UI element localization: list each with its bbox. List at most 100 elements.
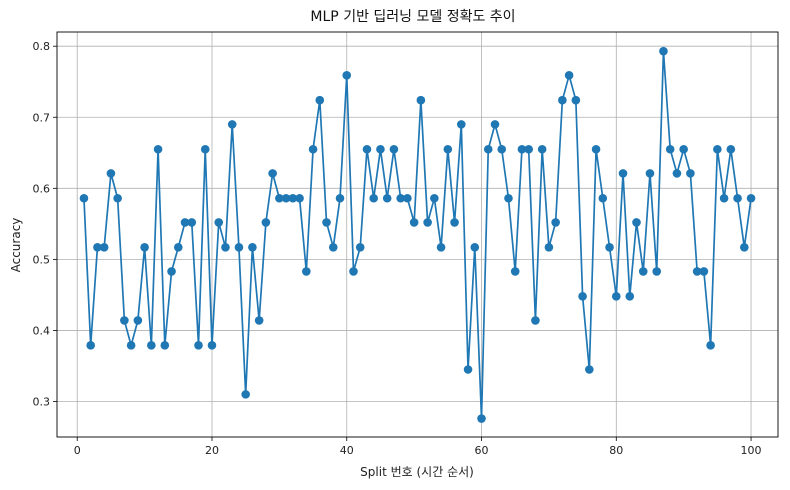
x-tick-label: 0 (74, 444, 81, 457)
data-point (308, 144, 318, 154)
data-point (504, 193, 513, 203)
data-point (281, 193, 291, 203)
data-point (672, 169, 682, 178)
data-point (396, 193, 405, 203)
data-point (564, 71, 574, 80)
data-point (234, 242, 244, 252)
data-point (611, 292, 621, 301)
x-tick-label: 100 (741, 444, 762, 457)
data-point (746, 193, 756, 203)
data-point (726, 144, 736, 154)
data-point (719, 193, 729, 203)
y-tick-label: 0.5 (33, 253, 51, 266)
data-point (227, 120, 237, 129)
data-point (706, 341, 715, 350)
series-points (79, 46, 756, 423)
y-tick-label: 0.6 (33, 182, 51, 195)
data-point (457, 120, 466, 129)
data-point (99, 242, 109, 252)
data-point (140, 242, 149, 252)
data-point (86, 341, 95, 350)
data-point (632, 218, 641, 227)
data-point (342, 71, 352, 80)
data-point (645, 169, 655, 178)
series-line (83, 51, 752, 419)
data-point (598, 193, 608, 203)
data-point (194, 341, 203, 350)
data-point (133, 316, 143, 325)
y-tick-label: 0.4 (33, 324, 51, 337)
data-point (349, 267, 358, 276)
data-point (113, 193, 122, 203)
y-axis-label: Accuracy (9, 218, 23, 273)
data-point (699, 267, 709, 276)
data-point (443, 144, 453, 154)
data-point (713, 144, 722, 154)
data-point (585, 365, 594, 374)
data-point (126, 341, 136, 350)
plot-frame (56, 31, 779, 438)
data-point (477, 414, 486, 423)
data-point (571, 95, 581, 105)
data-point (268, 169, 277, 178)
data-point (409, 218, 419, 227)
data-point (470, 242, 480, 252)
chart-title: MLP 기반 딥러닝 모델 정확도 추이 (310, 9, 515, 25)
data-point (248, 242, 257, 252)
data-point (288, 193, 298, 203)
grid (57, 32, 778, 437)
data-point (436, 242, 446, 252)
x-axis-label: Split 번호 (시간 순서) (360, 465, 474, 479)
data-point (416, 95, 426, 105)
data-point (106, 169, 116, 178)
data-point (652, 267, 662, 276)
data-point (241, 390, 250, 399)
data-point (214, 218, 224, 227)
data-point (403, 193, 412, 203)
data-point (537, 144, 547, 154)
data-point (167, 267, 176, 276)
data-point (93, 242, 102, 252)
data-point (147, 341, 156, 350)
data-point (497, 144, 507, 154)
data-point (79, 193, 89, 203)
data-point (490, 120, 500, 129)
data-point (605, 242, 614, 252)
data-point (261, 218, 271, 227)
data-point (430, 193, 439, 203)
data-point (692, 267, 702, 276)
data-point (733, 193, 742, 203)
data-point (463, 365, 473, 374)
data-point (153, 144, 163, 154)
data-point (686, 169, 695, 178)
data-point (221, 242, 230, 252)
data-point (618, 169, 628, 178)
data-point (335, 193, 345, 203)
data-point (638, 267, 648, 276)
data-point (322, 218, 331, 227)
data-point (173, 242, 183, 252)
y-axis: 0.3 0.4 0.5 0.6 0.7 0.8 (33, 40, 57, 408)
data-point (544, 242, 554, 252)
data-point (679, 144, 688, 154)
data-point (625, 292, 635, 301)
data-point (578, 292, 587, 301)
data-point (187, 218, 197, 227)
data-point (376, 144, 385, 154)
data-point (483, 144, 493, 154)
data-point (315, 95, 325, 105)
x-tick-label: 60 (475, 444, 489, 457)
data-point (531, 316, 540, 325)
data-point (207, 341, 217, 350)
y-tick-label: 0.3 (33, 395, 51, 408)
data-point (591, 144, 601, 154)
data-point (558, 95, 567, 105)
x-tick-label: 40 (340, 444, 354, 457)
data-point (254, 316, 264, 325)
data-point (200, 144, 210, 154)
data-point (389, 144, 399, 154)
data-point (740, 242, 749, 252)
data-point (423, 218, 432, 227)
data-point (362, 144, 372, 154)
y-tick-label: 0.8 (33, 40, 51, 53)
